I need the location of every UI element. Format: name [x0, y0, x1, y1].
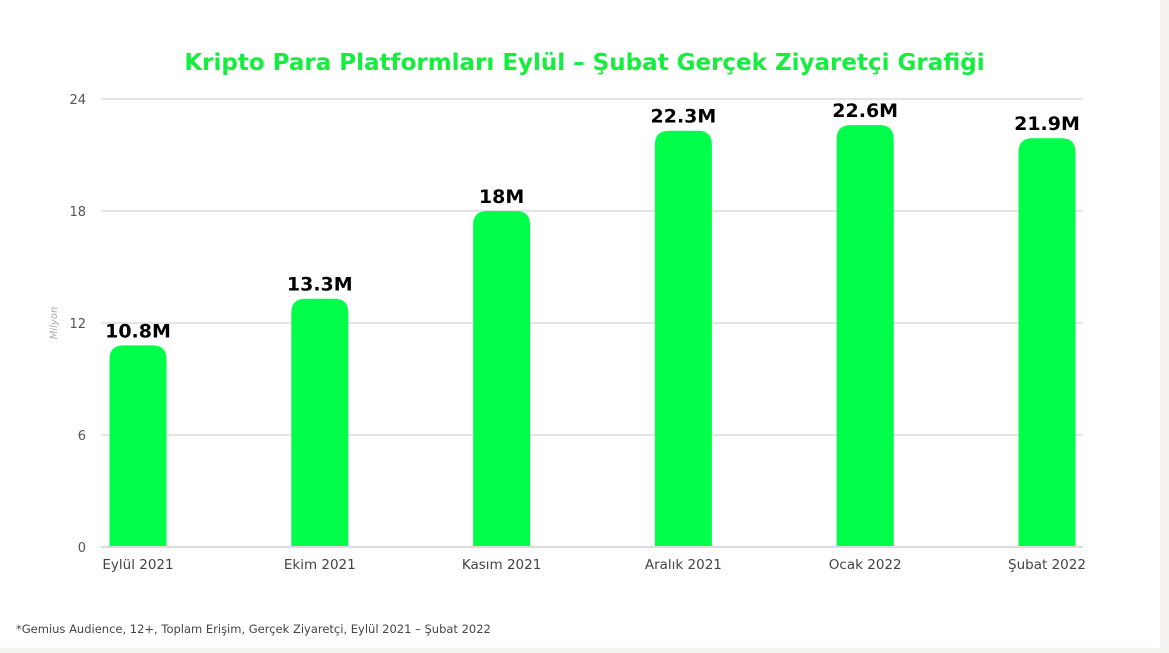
data-label: 22.3M	[651, 106, 717, 128]
data-label: 13.3M	[287, 274, 353, 296]
data-label: 10.8M	[105, 320, 171, 342]
y-axis-label: Milyon	[49, 307, 60, 340]
bar	[1018, 138, 1076, 546]
bar	[109, 345, 167, 546]
data-label: 18M	[479, 186, 524, 208]
bar	[473, 211, 531, 546]
data-label: 21.9M	[1014, 113, 1080, 135]
x-tick-label: Ocak 2022	[829, 557, 902, 573]
y-tick-label: 18	[69, 205, 86, 220]
footnote: *Gemius Audience, 12+, Toplam Erişim, Ge…	[16, 622, 491, 636]
x-tick-label: Ekim 2021	[284, 557, 356, 573]
x-tick-label: Şubat 2022	[1008, 557, 1086, 573]
x-tick-label: Kasım 2021	[462, 557, 541, 573]
chart-title: Kripto Para Platformları Eylül – Şubat G…	[184, 50, 985, 76]
y-tick-label: 6	[78, 429, 86, 444]
y-tick-label: 12	[69, 317, 86, 332]
x-tick-label: Aralık 2021	[645, 557, 722, 573]
bar	[836, 125, 894, 546]
y-tick-label: 24	[69, 93, 86, 108]
x-tick-label: Eylül 2021	[102, 557, 173, 573]
data-label: 22.6M	[832, 100, 898, 122]
bar	[291, 298, 349, 546]
bar	[654, 130, 712, 546]
y-tick-label: 0	[78, 541, 86, 556]
